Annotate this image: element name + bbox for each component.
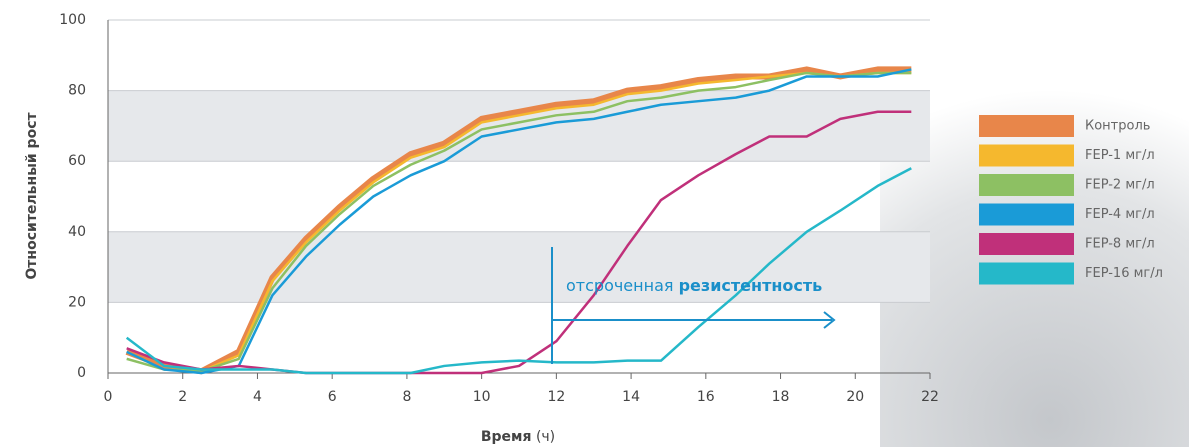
x-tick-label: 12 bbox=[547, 389, 565, 405]
annotation: отсроченная резистентность bbox=[566, 276, 822, 295]
y-tick-label: 40 bbox=[68, 224, 86, 240]
x-tick-label: 20 bbox=[846, 389, 864, 405]
x-axis-label: Время (ч) bbox=[481, 429, 555, 445]
legend-swatch bbox=[979, 174, 1074, 196]
legend-label: FEP-4 мг/л bbox=[1085, 207, 1155, 222]
x-tick-label: 8 bbox=[402, 389, 411, 405]
y-tick-label: 20 bbox=[68, 294, 86, 310]
legend-swatch bbox=[979, 145, 1074, 167]
x-tick-label: 4 bbox=[253, 389, 262, 405]
x-tick-label: 22 bbox=[921, 389, 939, 405]
x-tick-label: 6 bbox=[328, 389, 337, 405]
y-axis-label: Относительный рост bbox=[24, 112, 40, 280]
legend-label: FEP-8 мг/л bbox=[1085, 237, 1155, 252]
y-tick-label: 60 bbox=[68, 153, 86, 169]
grid-band bbox=[108, 91, 930, 162]
legend-label: Контроль bbox=[1085, 119, 1150, 134]
x-tick-label: 18 bbox=[772, 389, 790, 405]
x-tick-label: 10 bbox=[473, 389, 491, 405]
annotation-text: отсроченная bbox=[566, 276, 674, 295]
x-axis-unit: (ч) bbox=[536, 429, 555, 445]
legend-swatch bbox=[979, 233, 1074, 255]
legend-label: FEP-16 мг/л bbox=[1085, 266, 1163, 281]
plot-area: 0 20 40 60 80 100 0 2 4 6 8 10 12 14 16 18 20 22 bbox=[59, 12, 939, 405]
chart: 0 20 40 60 80 100 0 2 4 6 8 10 12 14 16 18 20 22 Относите… bbox=[0, 0, 1189, 447]
x-tick-label: 2 bbox=[178, 389, 187, 405]
y-tick-label: 0 bbox=[77, 365, 86, 381]
y-tick-label: 100 bbox=[59, 12, 86, 28]
x-tick-label: 16 bbox=[697, 389, 715, 405]
legend-swatch bbox=[979, 115, 1074, 137]
x-tick-label: 0 bbox=[104, 389, 113, 405]
x-axis-title: Время bbox=[481, 429, 532, 445]
y-tick-label: 80 bbox=[68, 83, 86, 99]
legend-label: FEP-1 мг/л bbox=[1085, 148, 1155, 163]
annotation-bold: резистентность bbox=[679, 276, 823, 295]
legend-swatch bbox=[979, 263, 1074, 285]
legend-label: FEP-2 мг/л bbox=[1085, 178, 1155, 193]
x-tick-label: 14 bbox=[622, 389, 640, 405]
legend-swatch bbox=[979, 204, 1074, 226]
